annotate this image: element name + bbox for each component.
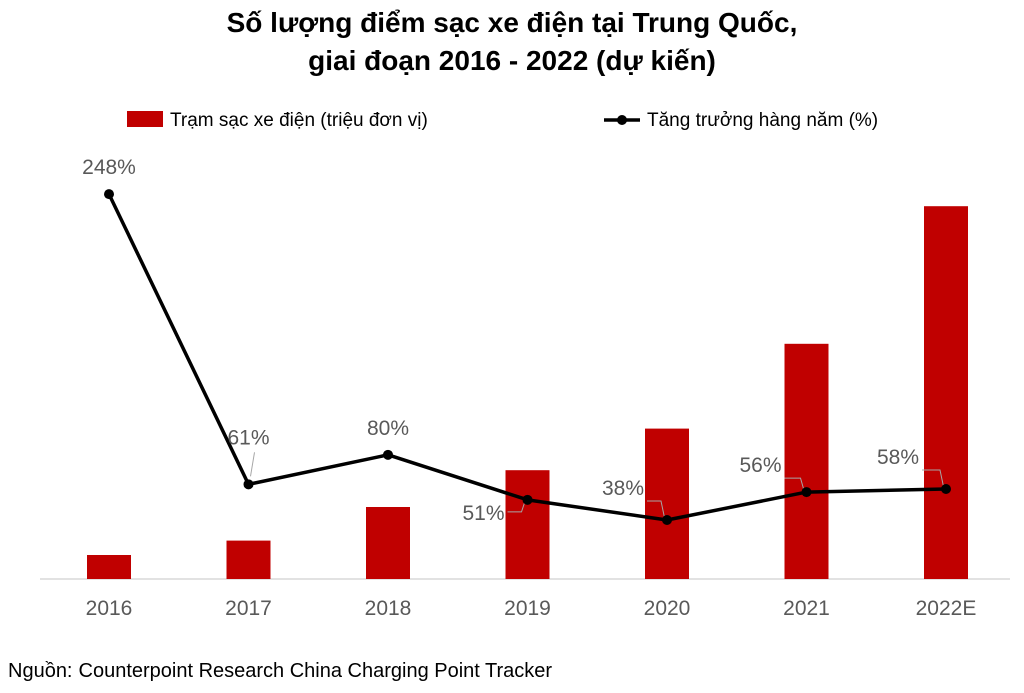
data-label: 38% bbox=[602, 477, 644, 500]
legend: Trạm sạc xe điện (triệu đơn vị) Tăng trư… bbox=[127, 110, 878, 131]
line-marker-2016 bbox=[104, 189, 114, 200]
legend-swatch-marker bbox=[617, 115, 627, 125]
label-leader-line bbox=[922, 469, 945, 490]
line-marker-2019 bbox=[522, 494, 533, 505]
data-label: 248% bbox=[82, 156, 136, 179]
chart-title: Số lượng điểm sạc xe điện tại Trung Quốc… bbox=[0, 4, 1024, 80]
data-label: 80% bbox=[367, 417, 409, 440]
label-leader-line bbox=[250, 452, 255, 477]
bar-series bbox=[87, 206, 968, 579]
legend-swatch-bar bbox=[127, 111, 163, 127]
x-tick-label: 2017 bbox=[225, 597, 272, 620]
label-leader-line bbox=[784, 477, 805, 493]
x-axis-ticks: 2016 2017 2018 2019 2020 2021 2022E bbox=[86, 597, 977, 620]
chart-title-line1: Số lượng điểm sạc xe điện tại Trung Quốc… bbox=[226, 7, 798, 38]
line-marker-2022E bbox=[941, 483, 951, 494]
data-label: 56% bbox=[739, 454, 781, 477]
x-tick-label: 2019 bbox=[504, 597, 551, 620]
x-tick-label: 2018 bbox=[365, 597, 412, 620]
source-label: Nguồn: bbox=[8, 660, 73, 682]
legend-label-bar: Trạm sạc xe điện (triệu đơn vị) bbox=[170, 110, 428, 131]
bar-2020 bbox=[645, 428, 689, 579]
label-leader-line bbox=[647, 500, 666, 521]
line-marker-2018 bbox=[383, 449, 393, 460]
bar-2019 bbox=[505, 470, 550, 579]
label-leader-line bbox=[507, 499, 526, 513]
line-marker-2020 bbox=[662, 515, 672, 526]
x-tick-label: 2020 bbox=[644, 597, 691, 620]
data-label: 51% bbox=[462, 502, 504, 525]
source-note: Nguồn: Counterpoint Research China Chargi… bbox=[8, 660, 558, 683]
bar-2022E bbox=[924, 206, 968, 579]
chart-title-line2: giai đoạn 2016 - 2022 (dự kiến) bbox=[308, 45, 716, 76]
bar-2018 bbox=[366, 507, 410, 579]
line-marker-2021 bbox=[801, 487, 812, 498]
source-text: Counterpoint Research China Charging Poi… bbox=[78, 660, 553, 682]
bar-2017 bbox=[226, 540, 271, 579]
x-tick-label: 2016 bbox=[86, 597, 133, 620]
x-tick-label: 2021 bbox=[783, 597, 830, 620]
data-label: 58% bbox=[877, 446, 919, 469]
legend-label-line: Tăng trưởng hàng năm (%) bbox=[647, 110, 878, 131]
bar-2021 bbox=[784, 343, 829, 579]
data-label: 61% bbox=[227, 426, 269, 449]
line-series: 248% 61% 80% 51% 38% 56% 58% bbox=[82, 156, 951, 526]
line-marker-2017 bbox=[243, 479, 254, 490]
bar-2016 bbox=[87, 555, 131, 579]
x-tick-label: 2022E bbox=[916, 597, 977, 620]
